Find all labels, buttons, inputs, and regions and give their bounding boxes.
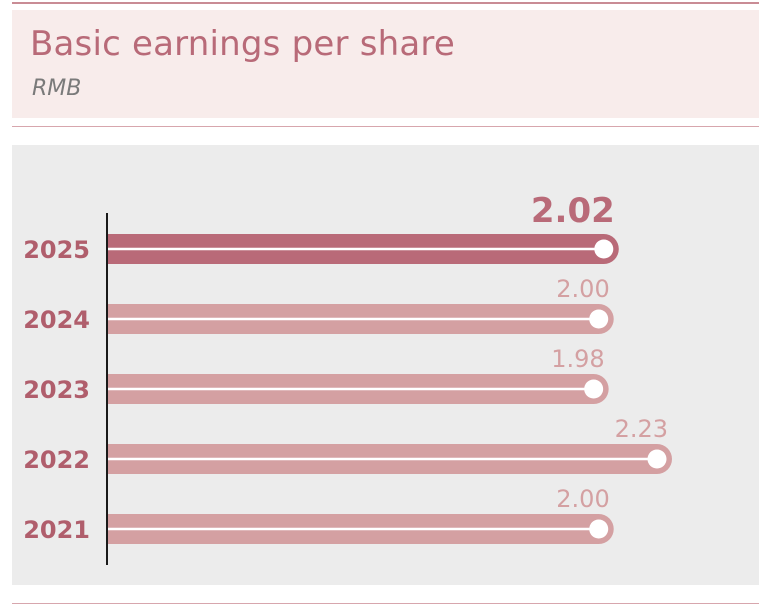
bar-end-marker <box>589 519 609 539</box>
value-label: 1.98 <box>551 345 604 373</box>
bar-end-marker <box>647 449 667 469</box>
year-label: 2024 <box>23 306 90 334</box>
year-label: 2023 <box>23 376 90 404</box>
chart-header: Basic earnings per share RMB <box>12 10 759 118</box>
bottom-rule <box>12 603 759 604</box>
value-label: 2.02 <box>531 191 615 231</box>
bar-chart: 2025 2.02 2024 2.00 2023 1.98 2022 2.23 2021 2.00 <box>23 191 672 565</box>
year-label: 2022 <box>23 446 90 474</box>
chart-unit-label: RMB <box>32 76 82 101</box>
year-label: 2021 <box>23 516 90 544</box>
year-label: 2025 <box>23 236 90 264</box>
bar-end-marker <box>594 239 614 259</box>
header-rule <box>12 126 759 127</box>
bar-end-marker <box>584 379 604 399</box>
value-label: 2.00 <box>556 275 609 303</box>
chart-title: Basic earnings per share <box>30 24 455 64</box>
value-label: 2.00 <box>556 485 609 513</box>
chart-panel: 2025 2.02 2024 2.00 2023 1.98 2022 2.23 2021 2.00 <box>12 145 759 585</box>
bar-end-marker <box>589 309 609 329</box>
value-label: 2.23 <box>615 415 668 443</box>
top-rule <box>12 2 759 4</box>
